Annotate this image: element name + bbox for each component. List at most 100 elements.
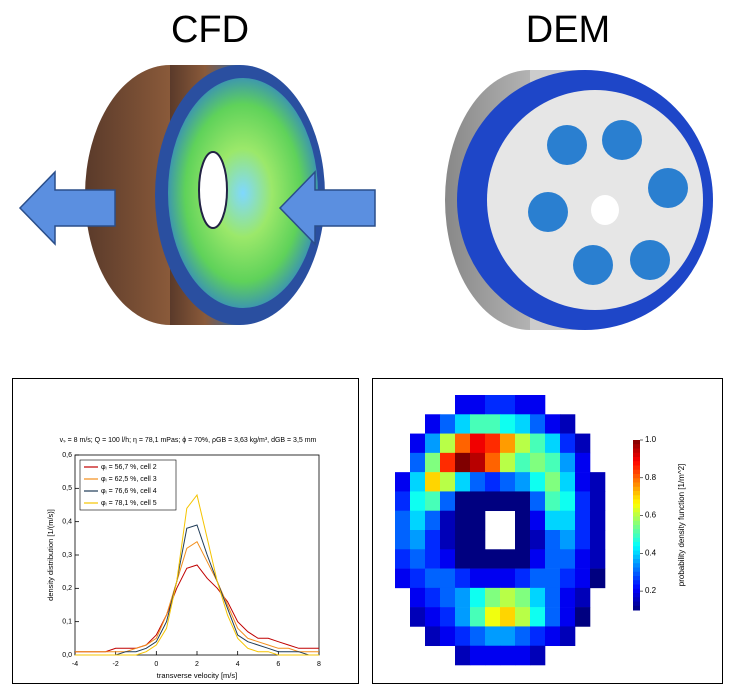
heat-cell <box>590 472 606 492</box>
heat-cell <box>440 587 456 608</box>
dem-hole <box>602 120 642 160</box>
heat-cell <box>590 530 606 550</box>
heat-cell <box>395 530 411 550</box>
heat-cell <box>410 568 426 589</box>
line-series <box>75 564 319 653</box>
heat-cell <box>485 607 501 627</box>
heat-cell <box>530 549 546 569</box>
heat-cell <box>515 607 531 627</box>
panel-frame <box>372 378 723 684</box>
colorbar-step <box>633 486 640 492</box>
dem-hole <box>547 125 587 165</box>
heat-cell <box>560 452 576 473</box>
colorbar-step <box>633 550 640 556</box>
heat-cell <box>500 433 516 454</box>
heat-cell <box>515 645 531 666</box>
heat-cell <box>500 472 516 492</box>
colorbar-step <box>633 465 640 471</box>
colorbar-step <box>633 512 640 517</box>
heat-cell <box>410 587 426 608</box>
heat-cell <box>530 491 546 512</box>
colorbar-step <box>633 567 640 573</box>
heat-cell <box>395 472 411 492</box>
colorbar-step <box>633 554 640 560</box>
heat-cell <box>530 645 546 666</box>
heat-cell <box>425 568 441 589</box>
heat-cell <box>500 395 516 415</box>
heat-cell <box>455 414 471 434</box>
heat-cell <box>515 395 531 415</box>
heat-cell <box>470 587 486 608</box>
dem-hole <box>573 245 613 285</box>
heat-cell <box>575 587 591 608</box>
heat-cell <box>485 549 501 569</box>
colorbar-step <box>633 588 640 594</box>
heat-cell <box>515 414 531 434</box>
flow-arrow <box>18 170 116 246</box>
heat-cell <box>500 587 516 608</box>
y-tick-label: 0,1 <box>62 619 72 626</box>
heat-cell <box>410 549 426 569</box>
colorbar-step <box>633 542 640 547</box>
heat-cell <box>440 607 456 627</box>
heat-cell <box>455 568 471 589</box>
heat-cell <box>560 626 576 647</box>
heat-cell <box>440 433 456 454</box>
heat-cell <box>530 414 546 434</box>
x-tick-label: 6 <box>276 661 280 668</box>
colorbar-step <box>633 529 640 534</box>
heat-cell <box>410 491 426 512</box>
heat-cell <box>425 414 441 434</box>
heat-cell <box>470 549 486 569</box>
heat-cell <box>440 472 456 492</box>
heat-cell <box>425 433 441 454</box>
colorbar-tick-label: 1.0 <box>645 435 657 444</box>
y-axis-label: density distribution [1/(m/s)] <box>46 509 55 601</box>
dem-render <box>445 70 713 330</box>
heat-cell <box>440 530 456 550</box>
heat-cell <box>560 433 576 454</box>
heat-cell <box>590 568 606 589</box>
colorbar-step <box>633 478 640 483</box>
x-axis-label: transverse velocity [m/s] <box>157 671 237 680</box>
heat-cell <box>530 395 546 415</box>
colorbar-step <box>633 520 640 526</box>
heat-cell <box>500 491 516 512</box>
heat-cell <box>455 626 471 647</box>
colorbar-step <box>633 571 640 577</box>
colorbar-step <box>633 525 640 530</box>
chart-title: vₛ = 8 m/s; Q = 100 l/h; η = 78,1 mPas; … <box>60 437 317 444</box>
heat-cell <box>470 645 486 666</box>
heat-cell <box>395 549 411 569</box>
heat-cell <box>410 452 426 473</box>
flow-arrow <box>278 170 376 246</box>
heat-cell <box>560 530 576 550</box>
heat-cell <box>530 568 546 589</box>
heat-cell <box>440 549 456 569</box>
heat-cell <box>545 549 561 569</box>
colorbar-step <box>633 546 640 551</box>
heat-cell <box>425 587 441 608</box>
cfd-hole <box>198 151 228 229</box>
heat-cell <box>545 510 561 531</box>
heat-cell <box>545 452 561 473</box>
legend-label: φᵢ = 78,1 %, cell 5 <box>101 500 157 507</box>
colorbar-step <box>633 580 640 585</box>
colorbar-step <box>633 601 640 607</box>
colorbar-label: probability density function [1/m^2] <box>677 464 686 586</box>
colorbar-step <box>633 559 640 564</box>
heat-cell <box>470 414 486 434</box>
colorbar-step <box>633 474 640 479</box>
heat-cell <box>515 472 531 492</box>
heat-cell <box>545 491 561 512</box>
dem-hole <box>591 195 619 225</box>
heat-cell <box>425 530 441 550</box>
heat-cell <box>485 414 501 434</box>
heat-cell <box>410 433 426 454</box>
heat-cell <box>425 510 441 531</box>
heat-cell <box>530 530 546 550</box>
heat-cell <box>470 510 486 531</box>
colorbar-step <box>633 516 640 522</box>
heat-cell <box>425 626 441 647</box>
colorbar-step <box>633 469 640 475</box>
